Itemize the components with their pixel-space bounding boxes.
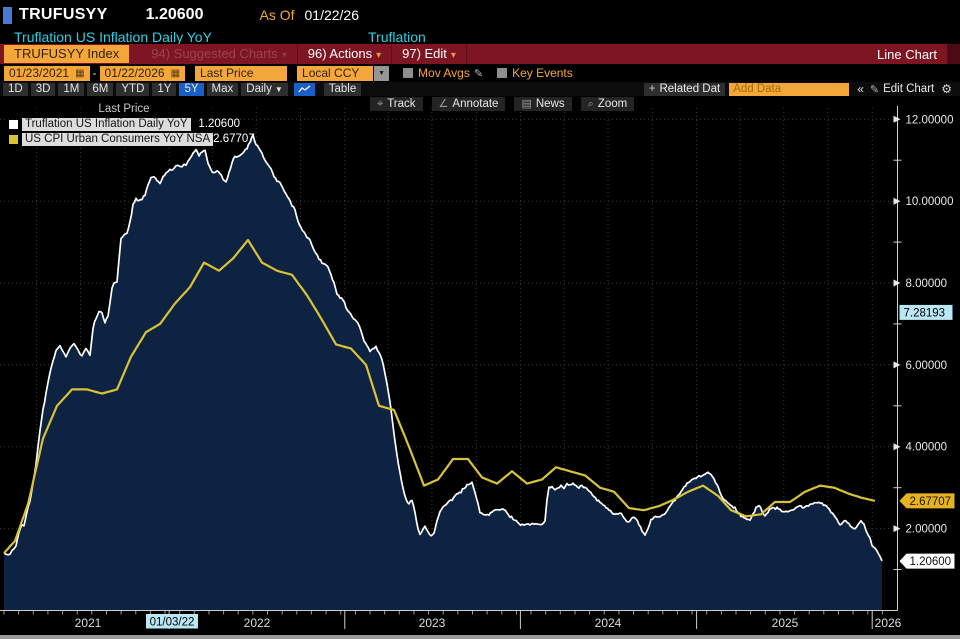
pencil-icon[interactable]: ✎ <box>473 67 484 80</box>
zoom-icon: ⌕ <box>587 98 594 110</box>
series-label: US CPI Urban Consumers YoY NSA <box>22 132 214 146</box>
svg-text:01/03/22: 01/03/22 <box>150 617 195 629</box>
security-button[interactable]: TRUFUSYY Index <box>4 45 130 63</box>
price-field-select[interactable]: Last Price <box>195 65 288 81</box>
ticker-color-icon <box>3 6 12 24</box>
x-axis-label: 2021 <box>75 616 102 630</box>
collapse-chevrons[interactable]: « <box>857 82 864 96</box>
price-badge <box>899 553 955 569</box>
mov-avgs-checkbox[interactable] <box>403 68 414 78</box>
header: TRUFUSYY 1.20600 As Of 01/22/26 Truflati… <box>0 0 960 45</box>
track-button[interactable]: ⌖ Track <box>370 97 423 111</box>
edit-chart-button[interactable]: Edit Chart <box>883 83 935 95</box>
period-row: 1D 3D 1M 6M YTD 1Y 5Y Max Daily ▼ Table + Related… <box>0 82 960 96</box>
x-axis-label: 2026 <box>875 616 902 630</box>
period-tab-1d[interactable]: 1D <box>3 82 28 96</box>
data-source: Truflation <box>368 29 426 45</box>
table-button[interactable]: Table <box>323 82 362 96</box>
track-icon: ⌖ <box>377 98 384 110</box>
key-events-label: Key Events <box>512 66 573 80</box>
svg-text:1.20600: 1.20600 <box>910 556 952 568</box>
svg-text:7.28193: 7.28193 <box>904 307 946 319</box>
date-from-field[interactable]: 01/23/2021 ▦ <box>4 65 90 81</box>
series-swatch <box>9 134 18 144</box>
period-tab-5y[interactable]: 5Y <box>179 82 204 96</box>
y-axis-label: 10.00000 <box>906 196 954 208</box>
y-axis-label: 6.00000 <box>906 360 948 372</box>
mov-avgs-label: Mov Avgs <box>418 66 470 80</box>
series-value: 1.20600 <box>198 118 240 130</box>
chart-tools: ⌖ Track ∠ Annotate ▤ News ⌕ Zoom <box>370 97 635 111</box>
level-badge <box>899 304 953 320</box>
related-data-button[interactable]: + Related Dat <box>643 82 726 96</box>
period-tab-max[interactable]: Max <box>206 82 239 96</box>
security-description: Truflation US Inflation Daily YoY <box>14 29 212 45</box>
function-toolbar: TRUFUSYY Index 94) Suggested Charts ▾ 96)… <box>0 44 960 64</box>
plus-icon: + <box>648 82 656 95</box>
annotate-button[interactable]: ∠ Annotate <box>431 97 506 111</box>
actions-menu[interactable]: 96) Actions ▾ <box>298 44 393 64</box>
currency-dropdown-button[interactable]: ▼ <box>374 65 390 81</box>
chart-area: 12.00000 10.00000 8.00000 6.00000 4.00000 2.0… <box>0 96 960 639</box>
period-tab-ytd[interactable]: YTD <box>116 82 150 96</box>
period-tab-6m[interactable]: 6M <box>87 82 114 96</box>
line-chart-icon <box>298 84 311 92</box>
series-label: Truflation US Inflation Daily YoY <box>22 117 191 131</box>
cursor-date-badge <box>146 614 198 629</box>
x-axis-label: 2023 <box>419 616 446 630</box>
zoom-button[interactable]: ⌕ Zoom <box>580 97 635 111</box>
y-axis-label: 12.00000 <box>906 114 954 126</box>
chevron-down-icon: ▾ <box>450 50 456 61</box>
svg-text:2.67707: 2.67707 <box>910 496 952 508</box>
as-of-date: 01/22/26 <box>304 7 360 23</box>
series-value: 2.67707 <box>213 133 255 145</box>
chart-controls-row: 01/23/2021 ▦ - 01/22/2026 ▦ Last Price Loc… <box>0 64 960 82</box>
bottom-scroll-strip[interactable] <box>0 635 960 639</box>
edit-menu[interactable]: 97) Edit ▾ <box>392 44 467 64</box>
y-axis-label: 4.00000 <box>906 442 948 454</box>
as-of-label: As Of <box>259 7 295 23</box>
chart-type-button[interactable] <box>293 82 315 96</box>
legend-item-truflation[interactable]: Truflation US Inflation Daily YoY 1.2060… <box>8 117 240 131</box>
last-price: 1.20600 <box>145 6 204 23</box>
legend-title: Last Price <box>98 103 150 115</box>
chevron-down-icon: ▾ <box>376 50 382 61</box>
frequency-select[interactable]: Daily ▼ <box>241 82 288 96</box>
edit-chart-pencil-icon[interactable]: ✎ <box>869 83 880 96</box>
chart-type-label: Line Chart <box>877 46 937 62</box>
x-axis-label: 2025 <box>772 616 799 630</box>
legend-item-cpi[interactable]: US CPI Urban Consumers YoY NSA 2.67707 <box>8 132 255 146</box>
x-axis-label: 2022 <box>244 616 271 630</box>
period-tab-1m[interactable]: 1M <box>58 82 85 96</box>
y-axis-label: 2.00000 <box>906 524 948 536</box>
period-tab-1y[interactable]: 1Y <box>152 82 177 96</box>
gear-icon[interactable]: ⚙ <box>941 82 952 96</box>
area-fill <box>4 134 882 610</box>
key-events-checkbox[interactable] <box>497 68 508 78</box>
add-data-input[interactable] <box>729 82 850 96</box>
period-tab-3d[interactable]: 3D <box>30 82 56 96</box>
currency-select[interactable]: Local CCY <box>297 65 374 81</box>
series-line-1 <box>3 238 876 554</box>
date-range-dash: - <box>92 66 97 80</box>
calendar-icon: ▦ <box>170 67 181 79</box>
chart-legend: Last Price Truflation US Inflation Daily… <box>8 103 255 146</box>
toolbar-end-block <box>947 44 960 64</box>
date-to-field[interactable]: 01/22/2026 ▦ <box>99 65 186 81</box>
price-badge <box>899 493 955 509</box>
y-axis-label: 8.00000 <box>906 278 948 290</box>
annotate-icon: ∠ <box>438 98 449 110</box>
series-swatch <box>9 119 18 129</box>
chevron-down-icon: ▾ <box>281 50 287 61</box>
chart-canvas[interactable]: 12.00000 10.00000 8.00000 6.00000 4.00000 2.0… <box>0 96 960 639</box>
news-icon: ▤ <box>521 98 532 110</box>
period-tabs: 1D 3D 1M 6M YTD 1Y 5Y Max <box>0 82 239 96</box>
x-axis-label: 2024 <box>595 616 622 630</box>
news-button[interactable]: ▤ News <box>514 97 572 111</box>
ticker-symbol: TRUFUSYY <box>19 6 108 23</box>
suggested-charts-menu[interactable]: 94) Suggested Charts ▾ <box>141 44 298 64</box>
calendar-icon: ▦ <box>75 67 85 79</box>
chevron-down-icon: ▼ <box>274 84 283 94</box>
